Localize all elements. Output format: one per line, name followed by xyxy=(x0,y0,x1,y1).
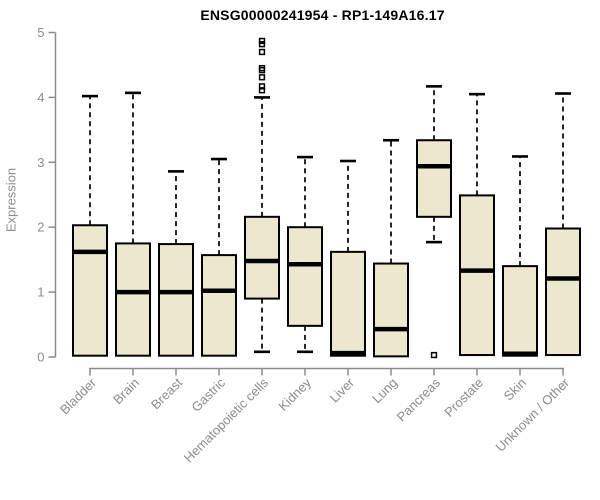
chart-title: ENSG00000241954 - RP1-149A16.17 xyxy=(200,7,445,23)
iqr-box xyxy=(373,262,409,358)
x-tick-label: Skin xyxy=(501,375,529,403)
x-tick-label: Brain xyxy=(110,375,142,407)
iqr-box xyxy=(158,243,194,357)
y-tick-label: 3 xyxy=(37,155,44,170)
y-tick-label: 5 xyxy=(37,25,44,40)
x-tick-label: Pancreas xyxy=(394,375,444,425)
box-kidney xyxy=(287,155,323,354)
x-tick-label: Kidney xyxy=(275,375,314,414)
box-bladder xyxy=(72,94,108,357)
outlier-point xyxy=(258,83,266,90)
iqr-box xyxy=(459,194,495,357)
x-tick-label: Prostate xyxy=(441,375,486,420)
iqr-box xyxy=(502,265,538,357)
x-tick-label: Lung xyxy=(369,375,400,406)
x-tick-label: Liver xyxy=(327,375,358,406)
x-tick-label: Breast xyxy=(148,375,185,412)
iqr-box xyxy=(115,242,151,357)
box-pancreas xyxy=(416,85,452,359)
outlier-point xyxy=(258,41,266,48)
iqr-box xyxy=(72,224,108,357)
y-tick-label: 0 xyxy=(37,350,44,365)
y-tick-label: 1 xyxy=(37,285,44,300)
iqr-box xyxy=(416,139,452,218)
x-tick-label: Unknown / Other xyxy=(493,375,573,455)
box-lung xyxy=(373,138,409,358)
iqr-box xyxy=(545,227,581,357)
x-tick-label: Hematopoietic cells xyxy=(181,375,272,466)
outlier-point xyxy=(258,74,266,81)
y-tick-label: 4 xyxy=(37,90,44,105)
box-prostate xyxy=(459,92,495,357)
iqr-box xyxy=(330,250,366,357)
box-hematopoietic-cells xyxy=(244,37,280,354)
x-tick-label: Bladder xyxy=(57,375,100,418)
box-breast xyxy=(158,170,194,357)
outlier-point xyxy=(258,37,266,45)
y-axis: 0 1 2 3 4 5 xyxy=(37,25,57,365)
iqr-box xyxy=(287,226,323,327)
outlier-point xyxy=(430,351,438,359)
box-gastric xyxy=(201,157,237,357)
box-unknown-other xyxy=(545,92,581,357)
x-tick-label: Gastric xyxy=(188,375,228,415)
iqr-box xyxy=(244,215,280,300)
iqr-box xyxy=(201,254,237,357)
outlier-point xyxy=(258,87,266,94)
box-liver xyxy=(330,159,366,357)
outlier-point xyxy=(258,66,266,74)
y-tick-label: 2 xyxy=(37,220,44,235)
box-skin xyxy=(502,155,538,357)
box-brain xyxy=(115,91,151,357)
outlier-point xyxy=(258,48,266,56)
